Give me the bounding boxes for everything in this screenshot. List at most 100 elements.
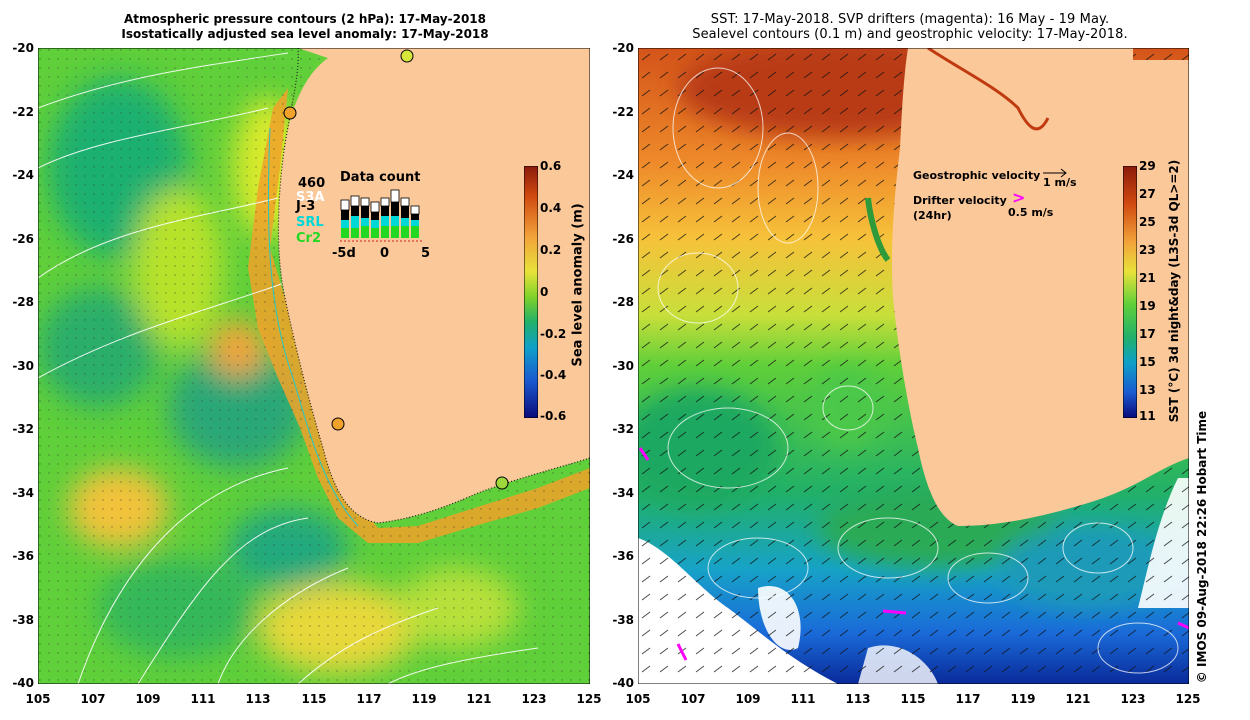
y-tick: -40 bbox=[12, 676, 34, 690]
cb-tick: 0.2 bbox=[540, 243, 562, 257]
inset-xtick: 5 bbox=[421, 246, 431, 261]
cb-tick: -0.2 bbox=[540, 327, 567, 341]
sat-label-cr2: Cr2 bbox=[296, 231, 321, 246]
x-tick: 119 bbox=[411, 692, 437, 706]
cb-tick: 23 bbox=[1139, 243, 1156, 257]
y-tick: -28 bbox=[12, 295, 34, 309]
y-tick: -28 bbox=[612, 295, 634, 309]
cb-tick: 0.6 bbox=[540, 159, 562, 173]
x-tick: 105 bbox=[25, 692, 51, 706]
shark-bay bbox=[865, 197, 891, 262]
y-tick: -30 bbox=[12, 359, 34, 373]
x-tick: 107 bbox=[680, 692, 706, 706]
y-tick: -20 bbox=[12, 41, 34, 55]
y-tick: -24 bbox=[612, 168, 634, 182]
imos-credit: © IMOS 09-Aug-2018 22:26 Hobart Time bbox=[1195, 410, 1209, 684]
sea-level-map bbox=[38, 48, 590, 684]
cb-tick: 29 bbox=[1139, 159, 1156, 173]
y-tick: -36 bbox=[12, 549, 34, 563]
tide-gauge-marker[interactable] bbox=[400, 49, 414, 63]
y-tick: -30 bbox=[612, 359, 634, 373]
geo-scale-label: 1 m/s bbox=[1043, 176, 1077, 189]
cb-tick: 11 bbox=[1139, 409, 1156, 423]
geo-scale-arrow bbox=[1043, 168, 1067, 178]
x-tick: 123 bbox=[521, 692, 547, 706]
y-tick: -38 bbox=[612, 613, 634, 627]
y-tick: -32 bbox=[612, 422, 634, 436]
cb-tick: 27 bbox=[1139, 187, 1156, 201]
right-title-line1: SST: 17-May-2018. SVP drifters (magenta)… bbox=[710, 12, 1110, 27]
sst-colorbar bbox=[1123, 166, 1137, 418]
x-tick: 121 bbox=[466, 692, 492, 706]
cb-tick: 19 bbox=[1139, 299, 1156, 313]
tide-gauge-marker[interactable] bbox=[331, 417, 345, 431]
x-tick: 107 bbox=[80, 692, 106, 706]
geo-legend-label: Geostrophic velocity bbox=[913, 169, 1041, 182]
inset-xtick: -5d bbox=[332, 246, 356, 261]
x-tick: 111 bbox=[190, 692, 216, 706]
y-tick: -20 bbox=[612, 41, 634, 55]
shelf-contour bbox=[267, 127, 359, 527]
nw-coast-warm bbox=[927, 48, 1050, 131]
drifter-legend-label: Drifter velocity bbox=[913, 194, 1007, 207]
x-tick: 125 bbox=[576, 692, 602, 706]
drifter-scale-mark: > bbox=[1012, 188, 1026, 207]
sla-colorbar-label: Sea level anomaly (m) bbox=[570, 203, 586, 367]
sst-colorbar-label: SST (°C) 3d night&day (L3S-3d QL>=2) bbox=[1167, 159, 1181, 423]
y-tick: -40 bbox=[612, 676, 634, 690]
x-tick: 115 bbox=[900, 692, 926, 706]
x-tick: 109 bbox=[135, 692, 161, 706]
y-tick: -36 bbox=[612, 549, 634, 563]
x-tick: 113 bbox=[845, 692, 871, 706]
left-title: Atmospheric pressure contours (2 hPa): 1… bbox=[95, 12, 515, 42]
cb-tick: 0 bbox=[540, 285, 549, 299]
x-tick: 123 bbox=[1120, 692, 1146, 706]
x-tick: 125 bbox=[1175, 692, 1201, 706]
sealevel-contours bbox=[657, 67, 1179, 674]
x-tick: 113 bbox=[245, 692, 271, 706]
cb-tick: 25 bbox=[1139, 215, 1156, 229]
svp-drifters[interactable] bbox=[638, 447, 1189, 661]
y-tick: -34 bbox=[12, 486, 34, 500]
pressure-contours bbox=[38, 52, 539, 684]
tide-gauge-marker[interactable] bbox=[283, 106, 297, 120]
right-title: SST: 17-May-2018. SVP drifters (magenta)… bbox=[640, 12, 1180, 42]
x-tick: 117 bbox=[356, 692, 382, 706]
inset-title: Data count bbox=[340, 170, 421, 185]
x-tick: 119 bbox=[1010, 692, 1036, 706]
sat-label-s3a: S3A bbox=[296, 190, 325, 205]
sla-colorbar bbox=[524, 166, 538, 418]
y-tick: -24 bbox=[12, 168, 34, 182]
x-tick: 115 bbox=[301, 692, 327, 706]
x-tick: 111 bbox=[790, 692, 816, 706]
sat-label-srl: SRL bbox=[296, 215, 324, 230]
x-tick: 109 bbox=[735, 692, 761, 706]
coastline bbox=[277, 48, 590, 524]
cb-tick: 21 bbox=[1139, 271, 1156, 285]
cb-tick: 15 bbox=[1139, 355, 1156, 369]
inset-count: 460 bbox=[298, 176, 326, 191]
y-tick: -22 bbox=[12, 105, 34, 119]
x-tick: 117 bbox=[955, 692, 981, 706]
right-title-line2: Sealevel contours (0.1 m) and geostrophi… bbox=[692, 27, 1128, 42]
australia-land-right bbox=[891, 48, 1189, 526]
y-tick: -38 bbox=[12, 613, 34, 627]
sat-label-j3: J-3 bbox=[296, 199, 316, 214]
tide-gauge-marker[interactable] bbox=[495, 476, 509, 490]
y-tick: -34 bbox=[612, 486, 634, 500]
cb-tick: 0.4 bbox=[540, 201, 562, 215]
x-tick: 105 bbox=[625, 692, 651, 706]
inset-bars bbox=[340, 189, 422, 242]
sst-map bbox=[638, 48, 1189, 684]
left-title-line1: Atmospheric pressure contours (2 hPa): 1… bbox=[123, 12, 486, 26]
left-title-line2: Isostatically adjusted sea level anomaly… bbox=[121, 27, 489, 41]
y-tick: -26 bbox=[12, 232, 34, 246]
y-tick: -26 bbox=[612, 232, 634, 246]
drifter-scale-label: 0.5 m/s bbox=[1008, 206, 1054, 219]
inset-xtick: 0 bbox=[380, 246, 390, 261]
y-tick: -32 bbox=[12, 422, 34, 436]
drifter-legend-sub: (24hr) bbox=[913, 209, 952, 222]
y-tick: -22 bbox=[612, 105, 634, 119]
cb-tick: 17 bbox=[1139, 327, 1156, 341]
cb-tick: -0.6 bbox=[540, 409, 567, 423]
